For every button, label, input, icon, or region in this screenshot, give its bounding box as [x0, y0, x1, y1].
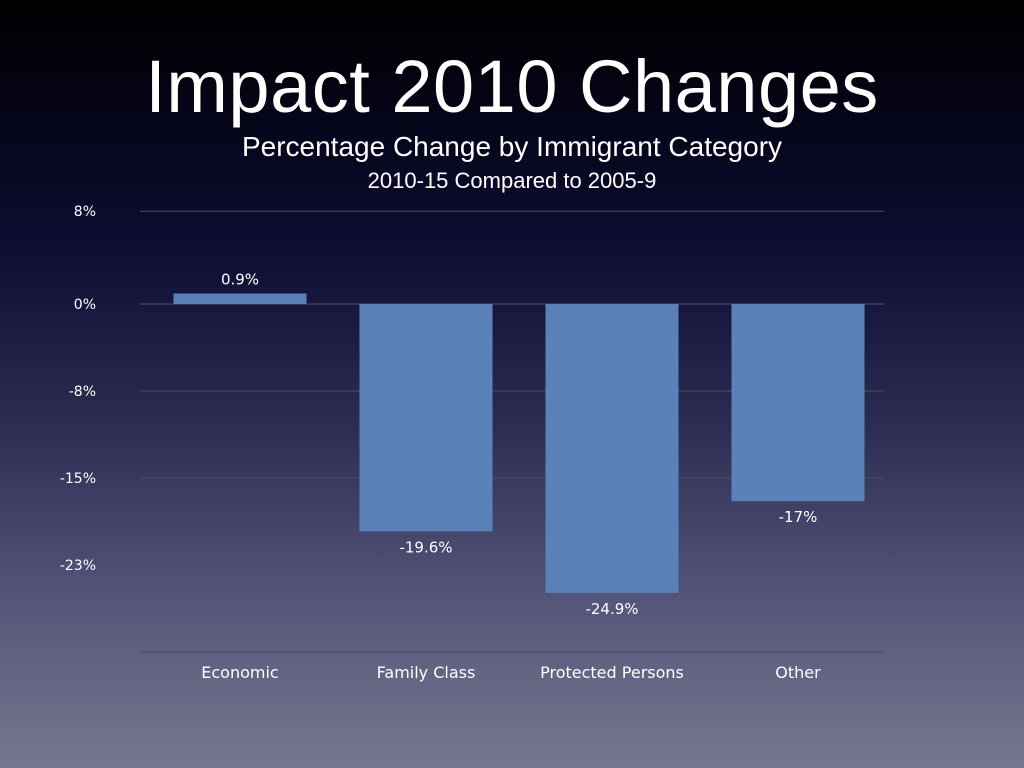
y-tick-label: 0%: [74, 297, 96, 313]
y-tick-label: -23%: [60, 558, 96, 574]
chart-period-subtitle: 2010-15 Compared to 2005-9: [367, 168, 657, 193]
bar: [545, 304, 679, 593]
y-tick-label: -8%: [69, 384, 96, 400]
y-tick-label: 8%: [74, 204, 96, 220]
data-label: 0.9%: [221, 271, 259, 289]
data-label: -24.9%: [585, 600, 638, 618]
x-category-label: Family Class: [377, 663, 476, 682]
bar: [173, 293, 307, 304]
x-category-label: Economic: [201, 663, 278, 682]
data-label: -19.6%: [399, 538, 452, 556]
bar: [731, 304, 865, 502]
data-label: -17%: [779, 508, 818, 526]
x-category-label: Protected Persons: [540, 663, 684, 682]
chart-subtitle: Percentage Change by Immigrant Category: [241, 131, 783, 162]
bar: [359, 304, 493, 532]
slide-title: Impact 2010 Changes: [145, 45, 879, 128]
y-tick-label: -15%: [60, 471, 96, 487]
x-category-label: Other: [775, 663, 821, 682]
